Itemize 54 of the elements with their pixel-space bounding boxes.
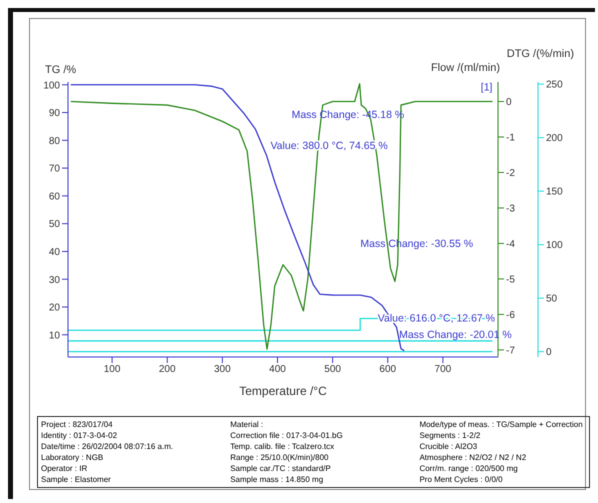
- y-tick-label: 50: [48, 219, 60, 230]
- y-tick-label: 30: [48, 274, 60, 286]
- text: Sample car./TC : standard/P: [230, 463, 332, 474]
- y3-tick-label: -3: [506, 204, 516, 215]
- text: Mode/type of meas. : TG/Sample + Correction: [419, 419, 584, 430]
- y-tick-label: 100: [43, 80, 60, 92]
- text: Range : 25/10.0(K/min)/800: [230, 452, 330, 463]
- x-tick-label: 500: [324, 364, 342, 376]
- y3-axis-title: DTG /(%/min): [506, 48, 574, 60]
- text: Project : 823/017/04: [41, 419, 114, 430]
- y2-tick-label: 100: [546, 240, 564, 252]
- y3-tick-label: -1: [506, 132, 516, 144]
- y3-tick-label: -6: [506, 310, 516, 321]
- y2-tick-label: 50: [546, 294, 558, 305]
- text: Sample mass : 14.850 mg: [230, 474, 324, 485]
- x-tick-label: 200: [158, 364, 176, 376]
- text: Material :: [230, 419, 264, 430]
- text: Identity : 017-3-04-02: [41, 430, 118, 441]
- text: Segments : 1-2/2: [419, 430, 482, 441]
- text: Operator : IR: [41, 463, 88, 474]
- y3-tick-label: 0: [506, 97, 512, 108]
- text: Pro Ment Cycles : 0/0/0: [419, 474, 504, 485]
- y3-tick-label: -2: [506, 168, 516, 180]
- y2-axis-title: Flow /(ml/min): [430, 62, 500, 74]
- x-tick-label: 300: [214, 364, 232, 376]
- y-tick-label: 70: [48, 164, 60, 175]
- text: Date/time : 26/02/2004 08:07:16 a.m.: [41, 441, 174, 452]
- x-tick-label: 400: [269, 364, 286, 376]
- text: Atmosphere : N2/O2 / N2 / N2: [419, 452, 528, 463]
- text: Corr/m. range : 020/500 mg: [419, 463, 519, 474]
- text: Temp. calib. file : Tcalzero.tcx: [230, 441, 336, 452]
- text: Correction file : 017-3-04-01.bG: [230, 430, 344, 441]
- y2-tick-label: 200: [546, 133, 564, 144]
- y-tick-label: 40: [48, 246, 60, 258]
- y-tick-label: 90: [48, 108, 60, 120]
- annotation: [1]: [480, 81, 493, 94]
- text: Sample : Elastomer: [41, 474, 112, 485]
- x-tick-label: 700: [434, 364, 452, 376]
- y3-tick-label: -7: [506, 345, 516, 356]
- y-axis-title: TG /%: [45, 64, 76, 76]
- y2-tick-label: 250: [546, 80, 564, 91]
- y-tick-label: 10: [48, 330, 60, 342]
- y3-tick-label: -5: [506, 274, 516, 286]
- text: Laboratory : NGB: [41, 452, 104, 463]
- x-axis-title: Temperature /°C: [239, 384, 328, 398]
- y-tick-label: 80: [48, 136, 60, 147]
- y-tick-label: 60: [48, 191, 60, 202]
- y3-tick-label: -4: [506, 239, 516, 250]
- text: Crucible : Al2O3: [419, 441, 478, 452]
- y-tick-label: 20: [48, 302, 60, 314]
- x-tick-label: 100: [104, 364, 121, 376]
- x-tick-label: 600: [379, 364, 397, 376]
- y2-tick-label: 0: [546, 347, 552, 358]
- y2-tick-label: 150: [546, 186, 564, 198]
